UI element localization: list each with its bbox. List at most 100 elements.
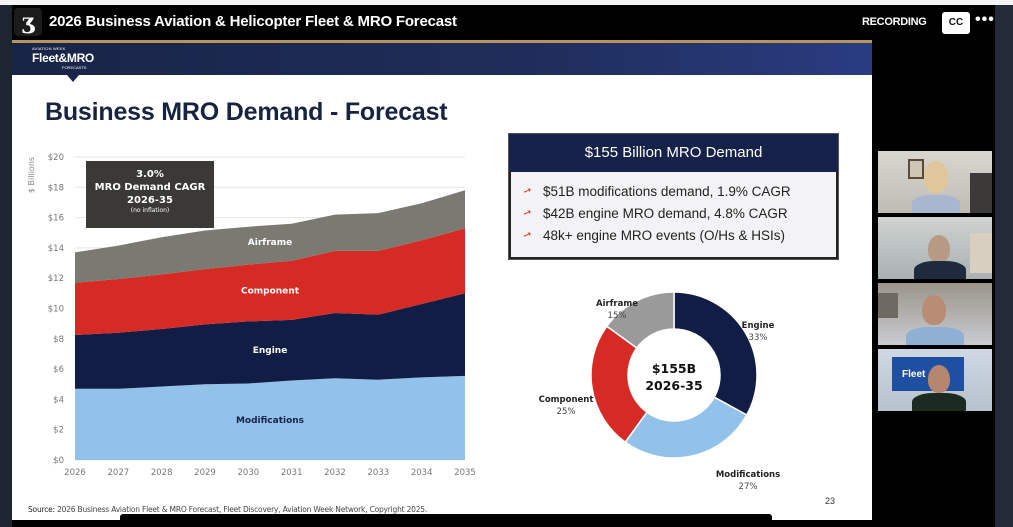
y-axis-label: $ Billions [27, 157, 36, 193]
demand-title: $155 Billion MRO Demand [509, 134, 838, 172]
background-object [878, 293, 898, 318]
arrow-icon: ➚ [521, 206, 534, 220]
participant-video-panel: Fleet [878, 151, 992, 415]
y-tick-label: $20 [48, 153, 64, 163]
bullet-text: $51B modifications demand, 1.9% CAGR [543, 183, 791, 199]
area-series-component [75, 228, 465, 335]
x-tick-label: 2031 [281, 468, 303, 478]
donut-slice-percent: 15% [608, 311, 627, 321]
app-title: 2026 Business Aviation & Helicopter Flee… [49, 13, 457, 30]
participant-video-tile[interactable] [878, 151, 992, 213]
person-head [924, 161, 948, 193]
y-tick-label: $2 [53, 426, 64, 436]
demand-bullet: ➚ 48k+ engine MRO events (O/Hs & HSIs) [511, 224, 836, 246]
closed-captions-button[interactable]: CC [942, 12, 970, 34]
source-label: Source: [28, 505, 55, 514]
y-tick-label: $10 [48, 305, 64, 315]
brand-sub-text: FORECASTS [62, 65, 87, 70]
live-caption-bar [120, 514, 772, 527]
brand-logo: Fleet&MRO [32, 51, 94, 65]
y-tick-label: $18 [48, 183, 64, 193]
participant-video-tile[interactable]: Fleet [878, 349, 992, 411]
donut-slice-component [590, 325, 649, 444]
demand-bullet: ➚ $42B engine MRO demand, 4.8% CAGR [511, 202, 836, 224]
x-tick-label: 2026 [64, 468, 86, 478]
cagr-value: 3.0% [136, 169, 164, 180]
y-tick-label: $4 [53, 395, 64, 405]
y-tick-label: $8 [53, 335, 64, 345]
participant-video-tile[interactable] [878, 283, 992, 345]
window-blind [970, 233, 992, 273]
cagr-period: 2026-35 [127, 195, 173, 206]
series-label: Engine [253, 346, 288, 356]
area-series-modifications [75, 375, 465, 460]
top-edge [0, 0, 1013, 5]
presentation-slide: AVIATION WEEK Fleet&MRO FORECASTS Busine… [12, 40, 872, 520]
mro-demand-summary: $155 Billion MRO Demand ➚ $51B modificat… [508, 133, 839, 260]
source-text: 2026 Business Aviation Fleet & MRO Forec… [54, 505, 428, 514]
cagr-note: (no inflation) [130, 207, 170, 214]
arrow-icon: ➚ [521, 184, 534, 198]
source-note: Source: 2026 Business Aviation Fleet & M… [28, 505, 427, 514]
person-head [928, 365, 950, 393]
donut-slice-name: Component [539, 395, 594, 405]
donut-slice-name: Engine [742, 321, 775, 331]
area-series-airframe [75, 190, 465, 283]
series-label: Airframe [248, 238, 292, 248]
x-tick-label: 2034 [411, 468, 433, 478]
series-label: Component [241, 286, 300, 296]
x-tick-label: 2027 [108, 468, 130, 478]
y-tick-label: $16 [48, 214, 64, 224]
x-tick-label: 2028 [151, 468, 173, 478]
donut-chart: Engine 33% Modifications 27% Component 25% Air… [539, 291, 780, 492]
slide-header: AVIATION WEEK Fleet&MRO FORECASTS [12, 40, 872, 82]
person-head [922, 295, 946, 325]
donut-slice-name: Modifications [716, 470, 780, 480]
cagr-annotation: 3.0% MRO Demand CAGR 2026-35 (no inflati… [86, 161, 214, 228]
brand-top-text: AVIATION WEEK [32, 46, 66, 51]
left-edge [0, 5, 12, 527]
y-tick-label: $14 [48, 244, 64, 254]
demand-bullet: ➚ $51B modifications demand, 1.9% CAGR [511, 180, 836, 202]
x-tick-label: 2035 [454, 468, 476, 478]
app-logo-icon[interactable]: ʒ [14, 8, 42, 36]
donut-center-period: 2026-35 [645, 378, 702, 393]
header-pointer [67, 75, 79, 82]
demand-bullets: ➚ $51B modifications demand, 1.9% CAGR ➚… [509, 172, 838, 259]
person-body [906, 327, 964, 345]
page-number: 23 [825, 496, 836, 506]
cagr-label: MRO Demand CAGR [94, 182, 206, 193]
right-edge [995, 5, 1013, 527]
participant-video-tile[interactable] [878, 217, 992, 279]
x-tick-label: 2029 [194, 468, 216, 478]
bullet-text: $42B engine MRO demand, 4.8% CAGR [543, 205, 788, 221]
donut-slice-engine [673, 291, 758, 417]
arrow-icon: ➚ [521, 228, 534, 242]
shelf [970, 173, 992, 213]
donut-slice-percent: 25% [557, 407, 576, 417]
x-tick-label: 2030 [238, 468, 260, 478]
app-top-bar: ʒ 2026 Business Aviation & Helicopter Fl… [12, 5, 995, 40]
series-label: Modifications [236, 416, 304, 426]
y-tick-label: $12 [48, 274, 64, 284]
donut-slice-airframe [605, 291, 675, 350]
person-head [928, 235, 950, 263]
donut-slice-percent: 27% [739, 482, 758, 492]
wall-frame [908, 159, 924, 179]
recording-indicator: RECORDING [862, 16, 927, 28]
bullet-text: 48k+ engine MRO events (O/Hs & HSIs) [543, 227, 785, 243]
more-options-button[interactable]: ••• [975, 11, 995, 28]
slide-title: Business MRO Demand - Forecast [45, 98, 448, 126]
y-tick-label: $0 [53, 456, 64, 466]
donut-slice-percent: 33% [749, 333, 768, 343]
person-body [912, 393, 966, 411]
donut-slice-modifications [624, 396, 748, 459]
person-body [912, 195, 960, 213]
stacked-area-chart: $0 $2 $4 $6 $8 $10 $12 $14 $16 $18 $20 $ Billions Mo… [27, 153, 476, 478]
donut-slice-name: Airframe [596, 299, 638, 309]
x-tick-label: 2033 [368, 468, 390, 478]
person-body [914, 261, 966, 279]
x-tick-label: 2032 [324, 468, 346, 478]
donut-center-value: $155B [652, 361, 696, 376]
area-series-engine [75, 293, 465, 389]
